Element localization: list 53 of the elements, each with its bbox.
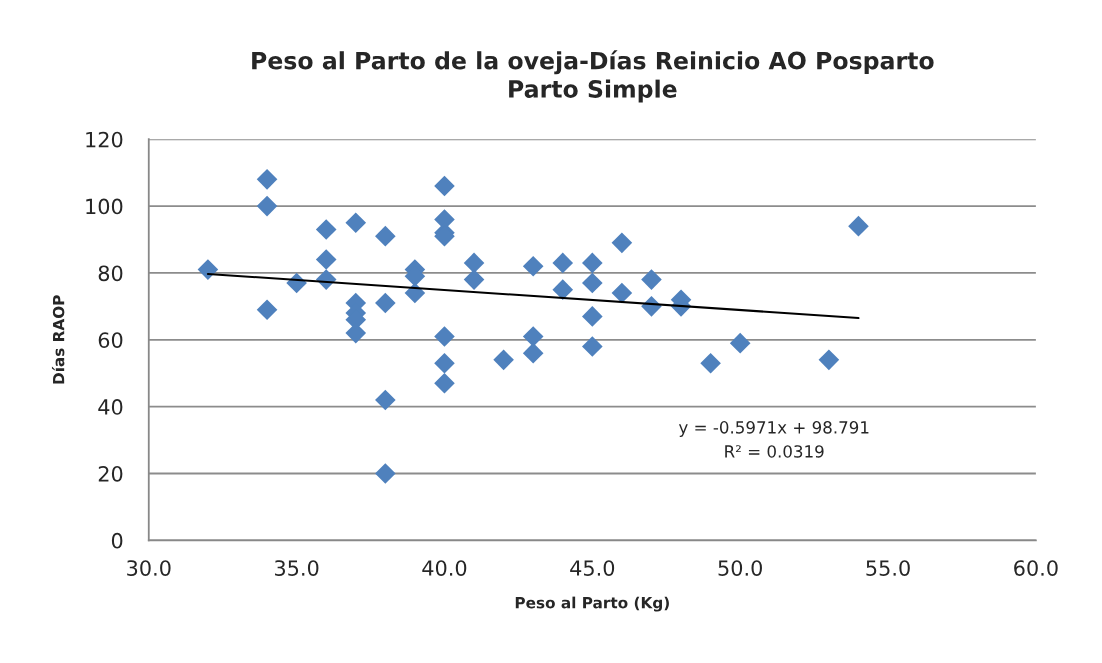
x-tick-label: 55.0 bbox=[866, 560, 910, 576]
point bbox=[434, 175, 455, 197]
point bbox=[256, 299, 278, 320]
point bbox=[582, 252, 603, 274]
annotation: R² = 0.0319 bbox=[725, 445, 824, 458]
x-axis-title: Peso al Parto (Kg) bbox=[515, 596, 669, 612]
point bbox=[552, 252, 574, 274]
point bbox=[611, 232, 633, 254]
point bbox=[493, 349, 514, 371]
annotation: y = -0.5971x + 98.791 bbox=[678, 421, 869, 437]
point bbox=[522, 326, 544, 347]
point bbox=[345, 212, 367, 234]
y-tick-label: 100 bbox=[86, 198, 123, 215]
point bbox=[434, 326, 455, 347]
y-tick-label: 40 bbox=[98, 399, 123, 415]
point bbox=[375, 463, 396, 484]
point bbox=[375, 292, 396, 314]
x-tick-label: 40.0 bbox=[422, 560, 467, 576]
point bbox=[256, 195, 278, 217]
point bbox=[463, 269, 485, 290]
point bbox=[375, 225, 396, 247]
point bbox=[818, 349, 840, 371]
point bbox=[522, 342, 544, 364]
point bbox=[463, 252, 485, 274]
point bbox=[552, 279, 574, 300]
point bbox=[375, 389, 396, 411]
point bbox=[404, 282, 426, 304]
y-axis-title: Días RAOP bbox=[51, 295, 65, 384]
point bbox=[522, 255, 544, 277]
x-tick-label: 50.0 bbox=[718, 560, 762, 576]
y-tick-label: 20 bbox=[98, 465, 123, 482]
y-tick-label: 0 bbox=[111, 532, 123, 549]
x-tick-label: 45.0 bbox=[570, 560, 615, 576]
point bbox=[434, 352, 455, 374]
point bbox=[848, 215, 869, 237]
point bbox=[582, 272, 603, 294]
point bbox=[434, 372, 455, 394]
y-tick-label: 60 bbox=[98, 332, 123, 348]
point bbox=[641, 269, 662, 290]
point bbox=[315, 249, 337, 270]
point bbox=[315, 219, 337, 240]
x-tick-label: 30.0 bbox=[127, 560, 171, 576]
point bbox=[611, 282, 633, 304]
point bbox=[582, 306, 603, 327]
y-tick-label: 120 bbox=[86, 131, 123, 148]
point bbox=[729, 332, 751, 354]
x-tick-label: 60.0 bbox=[1014, 560, 1058, 576]
x-tick-label: 35.0 bbox=[275, 560, 319, 576]
point bbox=[256, 169, 278, 190]
y-tick-label: 80 bbox=[98, 265, 123, 282]
point bbox=[582, 336, 603, 357]
chart-title: Peso al Parto de la oveja-Días Reinicio AO Posparto Parto Simple bbox=[252, 50, 934, 103]
point bbox=[700, 352, 721, 374]
